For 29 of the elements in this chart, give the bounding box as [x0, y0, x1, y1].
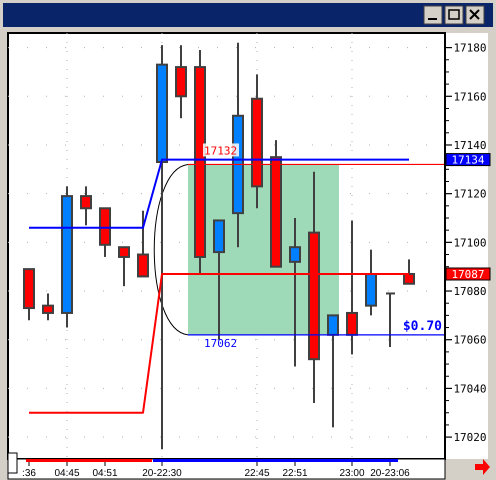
y-tick-label: 17140: [453, 138, 487, 152]
candlestick: [42, 292, 54, 322]
x-tick-label: 20-23:06: [370, 468, 410, 479]
y-tick-label: 17160: [453, 90, 487, 104]
candlestick: [327, 314, 339, 428]
candlestick: [80, 185, 92, 226]
y-tick-label: 17120: [453, 188, 487, 201]
candlestick: [118, 246, 130, 288]
x-tick-label: 20-22:30: [142, 468, 182, 479]
ref-line-label: 17132: [204, 144, 238, 158]
x-tick-label: 04:45: [54, 468, 80, 479]
y-tick-label: 17100: [453, 236, 487, 250]
ref-line-label: 17062: [204, 336, 238, 350]
y-tick-label: 17080: [453, 285, 487, 298]
candlestick: [289, 217, 301, 368]
y-tick-label: 17060: [453, 334, 487, 347]
annotation: $0.70: [402, 318, 442, 334]
candlestick: [385, 292, 396, 348]
x-tick-label: 04:51: [92, 468, 118, 479]
x-tick-label: :36: [22, 468, 36, 479]
text: 17134: [451, 154, 485, 167]
y-tick-label: 17180: [453, 42, 487, 55]
y-tick-label: 17020: [453, 431, 487, 444]
x-tick-label: 23:00: [339, 468, 365, 479]
text: 17087: [451, 268, 485, 281]
x-tick-label: 22:45: [244, 468, 270, 479]
x-tick-label: 22:51: [282, 468, 308, 479]
y-tick-label: 17040: [453, 382, 487, 396]
candlestick: [137, 210, 149, 278]
